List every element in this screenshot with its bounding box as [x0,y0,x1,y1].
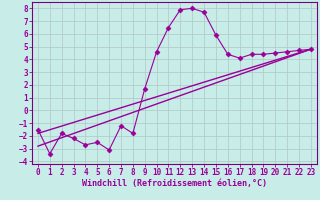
X-axis label: Windchill (Refroidissement éolien,°C): Windchill (Refroidissement éolien,°C) [82,179,267,188]
